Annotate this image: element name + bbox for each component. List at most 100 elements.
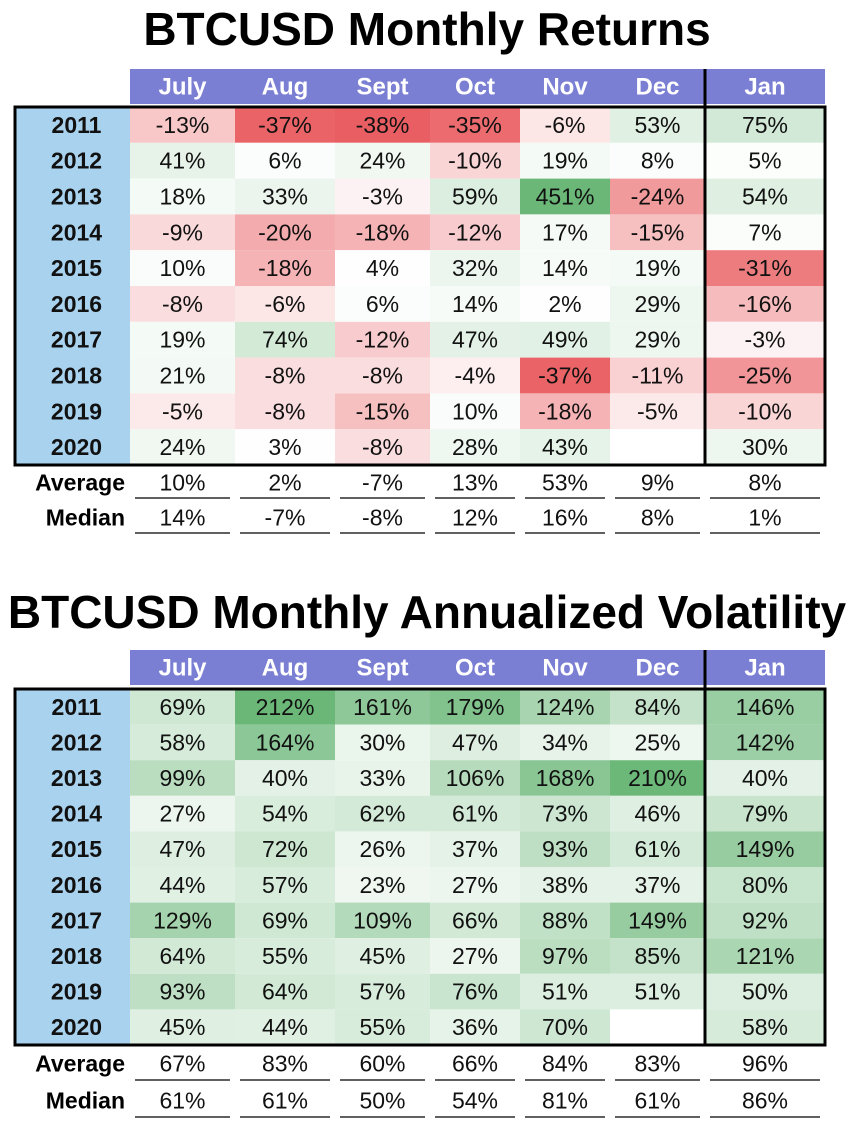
- row-year-label: 2018: [51, 943, 102, 969]
- cell-value: 72%: [262, 836, 308, 862]
- column-header: Aug: [262, 74, 309, 101]
- cell-value: -20%: [258, 219, 312, 245]
- heatmap-cell: [705, 286, 825, 322]
- cell-value: 121%: [736, 943, 795, 969]
- cell-value: 51%: [634, 979, 680, 1005]
- summary-label: Median: [46, 505, 125, 531]
- row-year-label: 2019: [51, 979, 102, 1005]
- cell-value: -13%: [156, 112, 210, 138]
- column-header: July: [158, 655, 207, 682]
- heatmap-cell: [520, 107, 610, 143]
- summary-value: 12%: [452, 505, 498, 531]
- heatmap-cell: [235, 973, 335, 1010]
- cell-value: 3%: [268, 434, 301, 460]
- cell-value: -10%: [738, 398, 792, 424]
- cell-value: -12%: [448, 219, 502, 245]
- cell-value: 34%: [542, 729, 588, 755]
- summary-value: 61%: [262, 1088, 308, 1114]
- heatmap-cell: [610, 902, 705, 939]
- heatmap-cell: [130, 1009, 235, 1045]
- heatmap-cell: [705, 321, 825, 358]
- heatmap-cell: [335, 214, 430, 251]
- cell-value: -9%: [162, 219, 203, 245]
- cell-value: 53%: [634, 112, 680, 138]
- cell-value: 164%: [256, 729, 315, 755]
- column-header: Oct: [455, 74, 495, 101]
- heatmap-cell: [430, 393, 520, 430]
- row-year-label: 2020: [51, 1014, 102, 1040]
- cell-value: 14%: [452, 291, 498, 317]
- heatmap-cell: [610, 214, 705, 251]
- heatmap-cell: [705, 214, 825, 251]
- heatmap-cell: [130, 973, 235, 1010]
- summary-value: -8%: [362, 505, 403, 531]
- heatmap-cell: [335, 760, 430, 796]
- cell-value: 50%: [742, 979, 788, 1005]
- cell-value: 80%: [742, 872, 788, 898]
- cell-value: 47%: [452, 327, 498, 353]
- cell-value: -8%: [362, 434, 403, 460]
- cell-value: 36%: [452, 1014, 498, 1040]
- cell-value: 168%: [536, 765, 595, 791]
- cell-value: 161%: [353, 694, 412, 720]
- cell-value: 27%: [159, 801, 205, 827]
- header-band: [130, 69, 825, 104]
- cell-value: -8%: [362, 363, 403, 389]
- summary-value: 66%: [452, 1051, 498, 1077]
- cell-value: 7%: [748, 219, 781, 245]
- cell-value: 6%: [268, 148, 301, 174]
- grid-border: [13, 105, 827, 467]
- cell-value: -3%: [362, 184, 403, 210]
- heatmap-cell: [520, 429, 610, 465]
- cell-value: 179%: [446, 694, 505, 720]
- heatmap-cell: [235, 867, 335, 903]
- row-year-label: 2011: [52, 694, 102, 720]
- year-band: [15, 107, 130, 465]
- cell-value: 40%: [262, 765, 308, 791]
- cell-value: 55%: [359, 1014, 405, 1040]
- heatmap-cell: [130, 286, 235, 322]
- cell-value: 44%: [262, 1014, 308, 1040]
- column-header: July: [158, 74, 207, 101]
- cell-value: 47%: [159, 836, 205, 862]
- cell-value: 210%: [628, 765, 687, 791]
- heatmap-cell: [130, 178, 235, 215]
- cell-value: -37%: [258, 112, 312, 138]
- cell-value: 45%: [359, 943, 405, 969]
- heatmap-cell: [335, 867, 430, 903]
- heatmap-cell: [610, 178, 705, 215]
- heatmap-cell: [235, 357, 335, 394]
- heatmap-cell: [520, 867, 610, 903]
- summary-value: 61%: [634, 1088, 680, 1114]
- heatmap-cell: [130, 142, 235, 179]
- cell-value: 70%: [542, 1014, 588, 1040]
- cell-value: 46%: [634, 801, 680, 827]
- column-header: Sept: [356, 74, 408, 101]
- cell-value: 88%: [542, 907, 588, 933]
- heatmap-cell: [430, 321, 520, 358]
- cell-value: 30%: [742, 434, 788, 460]
- heatmap-cell: [610, 831, 705, 867]
- heatmap-cell: [430, 831, 520, 867]
- cell-value: 27%: [452, 872, 498, 898]
- cell-value: 26%: [359, 836, 405, 862]
- cell-value: 74%: [262, 327, 308, 353]
- heatmap-cell: [235, 107, 335, 143]
- summary-value: 84%: [542, 1051, 588, 1077]
- column-header: Jan: [744, 74, 785, 101]
- cell-value: 24%: [359, 148, 405, 174]
- summary-value: -7%: [362, 470, 403, 496]
- heatmap-cell: [430, 867, 520, 903]
- row-year-label: 2015: [51, 836, 102, 862]
- heatmap-cell: [520, 760, 610, 796]
- heatmap-cell: [430, 795, 520, 832]
- heatmap-cell: [520, 214, 610, 251]
- cell-value: 59%: [452, 184, 498, 210]
- heatmap-cell: [130, 902, 235, 939]
- row-year-label: 2016: [51, 291, 102, 317]
- cell-value: 44%: [159, 872, 205, 898]
- summary-value: -7%: [265, 505, 306, 531]
- cell-value: 28%: [452, 434, 498, 460]
- heatmap-cell: [335, 689, 430, 725]
